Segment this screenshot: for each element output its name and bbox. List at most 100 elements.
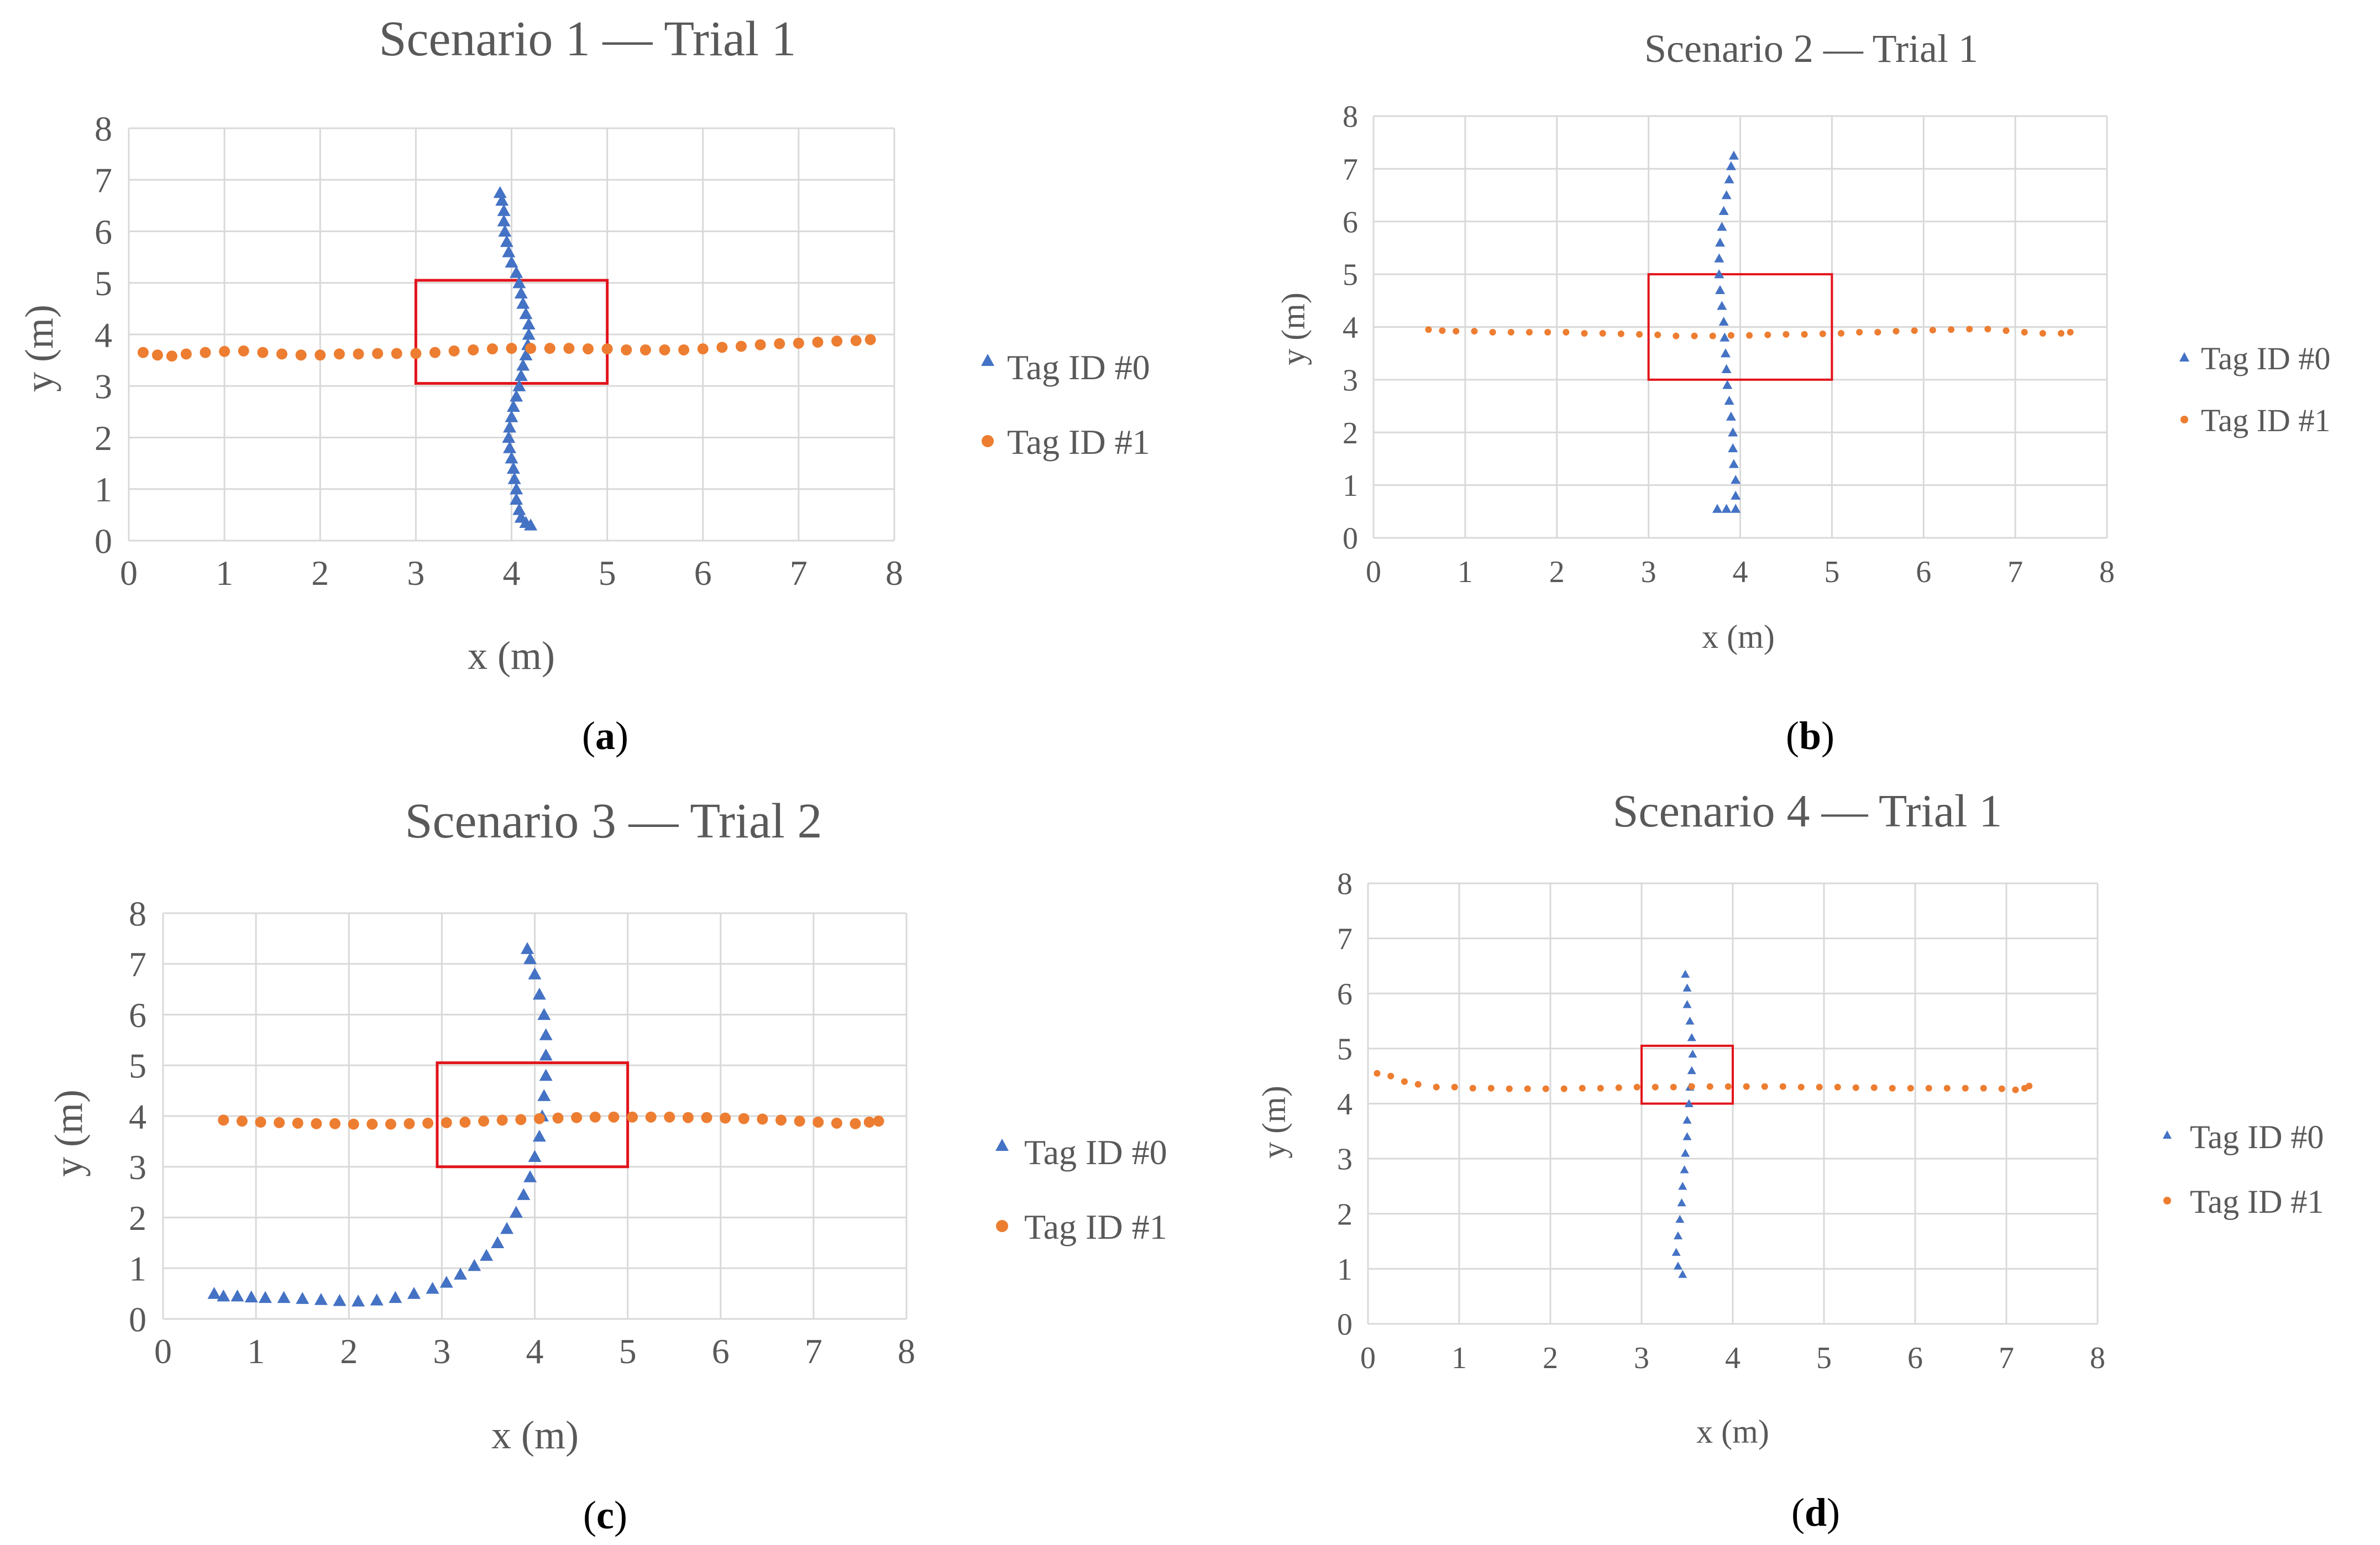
tag1-point <box>1469 1085 1476 1092</box>
tag1-point <box>2002 327 2010 334</box>
tag1-point <box>793 337 804 349</box>
tag1-point <box>563 343 575 354</box>
tag1-point <box>486 343 498 355</box>
x-tick-label: 1 <box>1451 1341 1467 1375</box>
tag0-point <box>522 317 536 329</box>
x-tick-label: 3 <box>1634 1341 1649 1375</box>
tag1-point <box>238 345 249 357</box>
tag0-point <box>506 462 520 474</box>
x-tick-label: 5 <box>619 1332 637 1371</box>
tag0-point <box>1684 1099 1694 1107</box>
x-tick-label: 4 <box>503 553 521 593</box>
tag1-point <box>831 336 843 347</box>
tag0-point <box>505 255 518 268</box>
tag1-point <box>506 343 517 354</box>
y-tick-label: 0 <box>95 521 112 561</box>
tag1-point <box>583 343 594 355</box>
tag1-point <box>757 1113 768 1125</box>
tag0-point <box>333 1293 347 1306</box>
panel-caption: (d) <box>1791 1490 1840 1534</box>
panel-d: Scenario 4 — Trial 1 0 1 2 3 4 5 6 7 8012345678 … <box>1256 785 2324 1534</box>
x-tick-label: 1 <box>247 1332 265 1371</box>
tag0-point <box>1681 1149 1690 1157</box>
tag1-point <box>372 348 384 359</box>
tag1-point <box>295 349 307 361</box>
tag0-point <box>514 511 528 523</box>
tag0-point <box>502 431 516 443</box>
tag1-point <box>314 349 326 361</box>
tag0-point <box>1675 1214 1685 1223</box>
tag1-point <box>353 348 364 360</box>
tag1-point <box>180 348 192 360</box>
tag0-point <box>1718 316 1729 326</box>
tag1-point <box>1889 1085 1896 1092</box>
tag0-point <box>217 1289 230 1302</box>
tag0-point <box>370 1293 384 1306</box>
tag0-point <box>1715 237 1726 247</box>
x-tick-label: 7 <box>805 1332 822 1371</box>
tag0-point <box>514 286 528 298</box>
tag1-point <box>422 1117 434 1129</box>
tag1-point <box>1837 329 1844 337</box>
tag1-point <box>1893 328 1900 335</box>
y-tick-label: 5 <box>129 1046 146 1086</box>
tag1-point <box>1980 1085 1987 1092</box>
tag1-point <box>1852 1084 1859 1091</box>
tag0-point <box>493 186 507 198</box>
legend-marker-tag0 <box>995 1139 1009 1151</box>
tag1-point <box>1929 327 1936 334</box>
tag0-point <box>491 1236 505 1248</box>
x-tick-label: 5 <box>1816 1341 1832 1375</box>
x-tick-label: 2 <box>1543 1341 1558 1375</box>
tag0-point <box>1731 475 1741 484</box>
x-tick-label: 3 <box>407 553 424 593</box>
tag0-point <box>532 1129 546 1142</box>
tag0-point <box>454 1268 467 1280</box>
tag1-point <box>1581 329 1588 337</box>
tag0-point <box>521 942 534 954</box>
tag0-point <box>506 400 520 412</box>
tag0-point <box>1674 1261 1682 1270</box>
y-tick-label: 3 <box>1343 363 1358 397</box>
tag0-point <box>522 328 536 340</box>
chart-title: Scenario 1 — Trial 1 <box>379 12 796 66</box>
x-tick-label: 5 <box>1824 555 1839 589</box>
tag0-point <box>1682 1000 1692 1008</box>
tag0-point <box>497 214 511 227</box>
chart-title: Scenario 4 — Trial 1 <box>1613 785 2002 837</box>
x-axis-label: x (m) <box>1702 619 1775 655</box>
tag1-point <box>864 334 876 345</box>
x-tick-label: 4 <box>526 1332 544 1371</box>
tag0-point <box>523 952 537 965</box>
tag1-point <box>166 350 177 362</box>
y-tick-label: 4 <box>129 1097 146 1136</box>
tag1-point <box>348 1118 359 1130</box>
tag1-point <box>1743 1083 1750 1090</box>
tag1-point <box>1925 1085 1932 1092</box>
tag1-point <box>1779 1083 1786 1090</box>
highlight-region-box <box>1647 273 1833 381</box>
x-tick-label: 5 <box>599 553 616 593</box>
tag1-point <box>2067 329 2074 336</box>
tag1-point <box>1801 331 1808 338</box>
y-tick-label: 6 <box>1337 977 1352 1012</box>
tag0-point <box>1728 443 1738 453</box>
tag1-point <box>391 348 402 359</box>
tag0-point <box>230 1289 244 1302</box>
tag0-point <box>296 1292 310 1304</box>
tag1-point <box>1874 329 1881 336</box>
tag1-point <box>738 1113 749 1124</box>
tag0-point <box>1718 206 1729 215</box>
y-tick-label: 5 <box>1343 258 1358 292</box>
x-axis-label: x (m) <box>491 1413 579 1457</box>
tag1-point <box>1633 1083 1640 1091</box>
tag0-point <box>510 266 523 278</box>
tag1-point <box>1617 330 1624 337</box>
tag1-point <box>1706 1083 1713 1090</box>
highlight-region-box <box>414 279 609 385</box>
chart-title: Scenario 2 — Trial 1 <box>1644 27 1978 71</box>
x-tick-label: 2 <box>1549 555 1565 589</box>
tag0-point <box>1717 301 1727 310</box>
tag0-point <box>1687 1033 1696 1041</box>
tag1-point <box>468 344 479 355</box>
